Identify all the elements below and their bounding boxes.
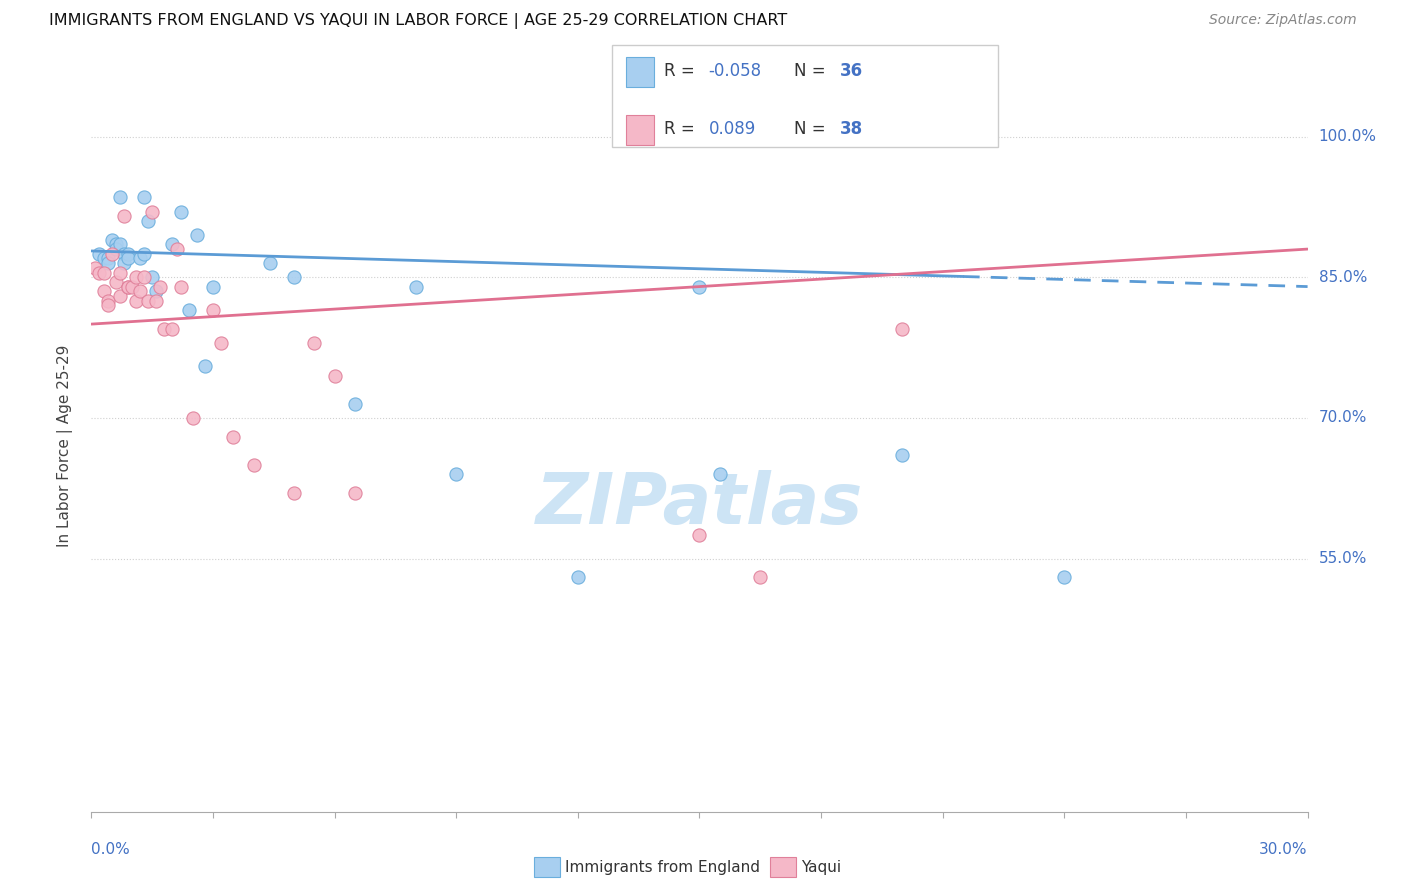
Point <box>84 260 107 275</box>
Point <box>97 298 120 312</box>
Point <box>405 279 427 293</box>
Point <box>117 252 139 266</box>
Point <box>283 270 305 285</box>
Point <box>209 335 232 350</box>
Text: 0.089: 0.089 <box>709 120 756 138</box>
Point <box>136 214 159 228</box>
Text: 85.0%: 85.0% <box>1319 269 1367 285</box>
Point <box>688 528 710 542</box>
Point <box>136 293 159 308</box>
Point <box>181 410 204 425</box>
Point <box>343 486 366 500</box>
Point <box>132 190 155 204</box>
Point <box>100 246 122 260</box>
Text: 55.0%: 55.0% <box>1319 551 1367 566</box>
Point <box>145 285 167 299</box>
Point <box>108 266 131 280</box>
Point <box>97 256 120 270</box>
Text: 70.0%: 70.0% <box>1319 410 1367 425</box>
Point <box>93 252 115 266</box>
Point <box>153 322 176 336</box>
Point <box>93 266 115 280</box>
Point <box>132 270 155 285</box>
Point <box>132 246 155 260</box>
Text: R =: R = <box>664 62 700 80</box>
Text: Source: ZipAtlas.com: Source: ZipAtlas.com <box>1209 13 1357 28</box>
Y-axis label: In Labor Force | Age 25-29: In Labor Force | Age 25-29 <box>58 345 73 547</box>
Point <box>117 279 139 293</box>
Point <box>108 289 131 303</box>
Point <box>100 233 122 247</box>
Point <box>112 246 135 260</box>
Point <box>125 293 148 308</box>
Point <box>169 279 191 293</box>
Point <box>194 359 217 374</box>
Point <box>112 209 135 223</box>
Point <box>222 429 245 443</box>
Point <box>202 279 225 293</box>
Point <box>709 467 731 482</box>
Text: 30.0%: 30.0% <box>1260 842 1308 857</box>
Point <box>444 467 467 482</box>
Point <box>149 279 172 293</box>
Point <box>141 270 163 285</box>
Text: ZIPatlas: ZIPatlas <box>536 470 863 539</box>
Point <box>166 242 188 256</box>
Point <box>89 246 111 260</box>
Point <box>323 368 346 383</box>
Text: N =: N = <box>794 62 831 80</box>
Point <box>749 570 772 584</box>
Text: 36: 36 <box>839 62 862 80</box>
Point <box>97 252 120 266</box>
Point <box>202 303 225 318</box>
Point <box>117 246 139 260</box>
Point <box>108 190 131 204</box>
Point <box>104 237 127 252</box>
Point <box>304 335 326 350</box>
Text: R =: R = <box>664 120 700 138</box>
Point <box>145 293 167 308</box>
Point <box>283 486 305 500</box>
Point <box>93 285 115 299</box>
Text: IMMIGRANTS FROM ENGLAND VS YAQUI IN LABOR FORCE | AGE 25-29 CORRELATION CHART: IMMIGRANTS FROM ENGLAND VS YAQUI IN LABO… <box>49 13 787 29</box>
Text: -0.058: -0.058 <box>709 62 762 80</box>
Point <box>129 252 152 266</box>
Point <box>688 279 710 293</box>
Point <box>108 237 131 252</box>
Point <box>242 458 264 472</box>
Point <box>1053 570 1076 584</box>
Point <box>129 285 152 299</box>
Point <box>97 293 120 308</box>
Point <box>89 266 111 280</box>
Point <box>125 270 148 285</box>
Text: 38: 38 <box>839 120 862 138</box>
Point <box>952 129 974 144</box>
Point <box>121 279 143 293</box>
Point <box>117 279 139 293</box>
Point <box>112 256 135 270</box>
Text: Yaqui: Yaqui <box>801 860 842 874</box>
Point <box>891 322 914 336</box>
Point <box>162 237 184 252</box>
Point <box>169 204 191 219</box>
Point <box>104 242 127 256</box>
Point <box>343 397 366 411</box>
Point <box>891 449 914 463</box>
Text: Immigrants from England: Immigrants from England <box>565 860 761 874</box>
Text: 100.0%: 100.0% <box>1319 129 1376 144</box>
Point <box>567 570 589 584</box>
Point <box>162 322 184 336</box>
Point <box>104 275 127 289</box>
Point <box>177 303 200 318</box>
Point <box>186 227 208 242</box>
Point <box>259 256 281 270</box>
Text: 0.0%: 0.0% <box>91 842 131 857</box>
Point <box>141 204 163 219</box>
Text: N =: N = <box>794 120 831 138</box>
